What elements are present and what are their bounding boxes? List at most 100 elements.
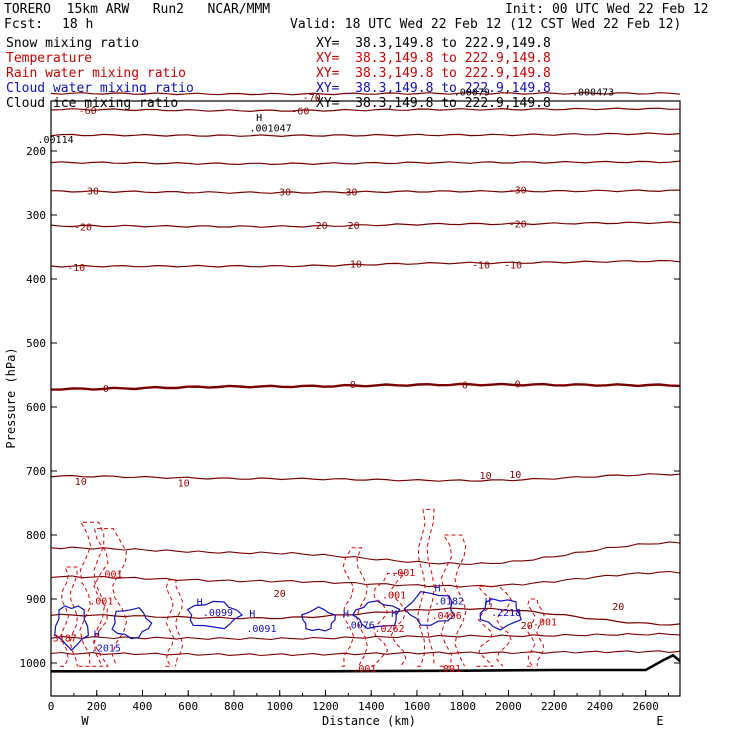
cloud-water-contour <box>479 598 522 631</box>
contour-label: .001 <box>437 664 461 675</box>
x-tick-label: 2600 <box>632 700 659 713</box>
high-marker: H <box>391 609 397 620</box>
cloud-water-contour <box>186 600 244 630</box>
contour-label: -10 <box>344 260 362 271</box>
contour-label: -10 <box>504 260 522 271</box>
isotherm-line <box>50 570 681 588</box>
contour-label: .00114 <box>38 135 74 146</box>
axes-layer: 0 200 400 600 800 1000 1200 1400 1600 1800 2000 220… <box>20 145 680 713</box>
field-range-cloud-ice: XY= 38.3,149.8 to 222.9,149.8 <box>316 96 551 111</box>
high-marker: H <box>485 597 491 608</box>
y-tick-label: 600 <box>26 401 46 414</box>
isotherm-line <box>50 259 681 268</box>
rain-contour <box>341 547 369 667</box>
west-label: W <box>81 714 89 728</box>
x-tick-label: 400 <box>133 700 153 713</box>
x-tick-label: 1800 <box>449 700 476 713</box>
contour-label: -20 <box>310 221 328 232</box>
terrain-line <box>51 653 681 673</box>
rain-contour <box>165 579 184 667</box>
rain-contour <box>439 534 467 667</box>
rain-contour <box>92 528 128 667</box>
isotherm-line <box>50 107 681 113</box>
y-tick-label: 900 <box>26 593 46 606</box>
cloud-water-contour <box>351 600 401 630</box>
x-tick-label: 0 <box>48 700 55 713</box>
contour-label: 10 <box>509 470 521 481</box>
high-marker: H <box>249 609 255 620</box>
valid-time: Valid: 18 UTC Wed 22 Feb 12 (12 CST Wed … <box>290 17 682 32</box>
y-tick-label: 700 <box>26 465 46 478</box>
contour-layer <box>50 91 681 657</box>
isotherm-line <box>50 189 681 194</box>
contour-label: -20 <box>74 223 92 234</box>
x-tick-label: 1000 <box>266 700 293 713</box>
contour-label: .0099 <box>203 608 233 619</box>
rain-contour <box>78 521 105 667</box>
contour-label: .001 <box>89 596 113 607</box>
isotherm-line <box>50 541 681 566</box>
x-tick-label: 2400 <box>587 700 614 713</box>
plot-frame <box>50 100 681 697</box>
isotherm-line <box>50 221 681 228</box>
x-tick-label: 1600 <box>404 700 431 713</box>
x-axis-title: Distance (km) <box>322 714 416 728</box>
isotherm-line <box>50 160 681 166</box>
y-tick-label: 800 <box>26 529 46 542</box>
rain-contour <box>476 585 512 667</box>
contour-label: -60 <box>291 107 309 118</box>
rain-contour <box>371 572 407 667</box>
isotherm-line <box>50 650 681 657</box>
contour-label: -10 <box>67 263 85 274</box>
contour-label: .0496 <box>432 611 462 622</box>
contour-label: .0182 <box>434 596 464 607</box>
east-label: E <box>656 714 663 728</box>
contour-label: -70 <box>303 93 321 104</box>
contour-label: .2015 <box>91 644 121 655</box>
cloud-contour-layer <box>54 590 522 651</box>
y-tick-label: 1000 <box>20 657 47 670</box>
contour-label: -30 <box>509 185 527 196</box>
x-tick-label: 2000 <box>495 700 522 713</box>
forecast-hour: 18 h <box>62 17 94 32</box>
high-marker: H <box>343 609 349 620</box>
label-layer: -70 -60 -60 -30 -30 -30 -30 -20 -20 -20 -20 -10 -10 -… <box>38 87 625 675</box>
rain-contour-layer <box>60 508 545 667</box>
contour-label: -60 <box>79 106 97 117</box>
x-tick-label: 200 <box>87 700 107 713</box>
contour-label: 3187 <box>53 633 77 644</box>
contour-label: 0 <box>103 384 109 395</box>
forecast-label: Fcst: <box>4 17 44 32</box>
contour-label: 20 <box>274 589 286 600</box>
isotherm-line <box>51 382 681 391</box>
isotherm-line <box>50 91 681 96</box>
cloud-water-contour <box>111 607 153 640</box>
contour-label: .0091 <box>246 624 276 635</box>
cloud-water-contour <box>403 590 455 626</box>
field-name-cloud-water: Cloud water mixing ratio <box>6 81 194 96</box>
y-tick-label: 200 <box>26 145 46 158</box>
field-name-temperature: Temperature <box>6 51 93 66</box>
contour-label: -20 <box>342 221 360 232</box>
contour-label: 10 <box>178 479 190 490</box>
high-marker: H <box>435 583 441 594</box>
y-axis-title: Pressure (hPa) <box>4 347 18 448</box>
init-time: Init: 00 UTC Wed 22 Feb 12 <box>505 2 709 17</box>
field-name-rain: Rain water mixing ratio <box>6 66 187 81</box>
x-tick-label: 1400 <box>358 700 385 713</box>
contour-label: .00079 <box>454 87 490 98</box>
x-tick-label: 800 <box>224 700 244 713</box>
contour-label: .001 <box>382 591 406 602</box>
contour-label: -30 <box>273 187 291 198</box>
contour-label: 0 <box>350 380 356 391</box>
isotherm-line <box>50 132 681 138</box>
high-marker: H <box>256 113 262 124</box>
contour-label: 0 <box>515 379 521 390</box>
contour-label: .001 <box>391 568 415 579</box>
field-range-snow: XY= 38.3,149.8 to 222.9,149.8 <box>316 36 551 51</box>
field-range-temperature: XY= 38.3,149.8 to 222.9,149.8 <box>316 51 551 66</box>
contour-label: .001 <box>98 569 122 580</box>
y-tick-label: 400 <box>26 273 46 286</box>
contour-label: 20 <box>521 621 533 632</box>
